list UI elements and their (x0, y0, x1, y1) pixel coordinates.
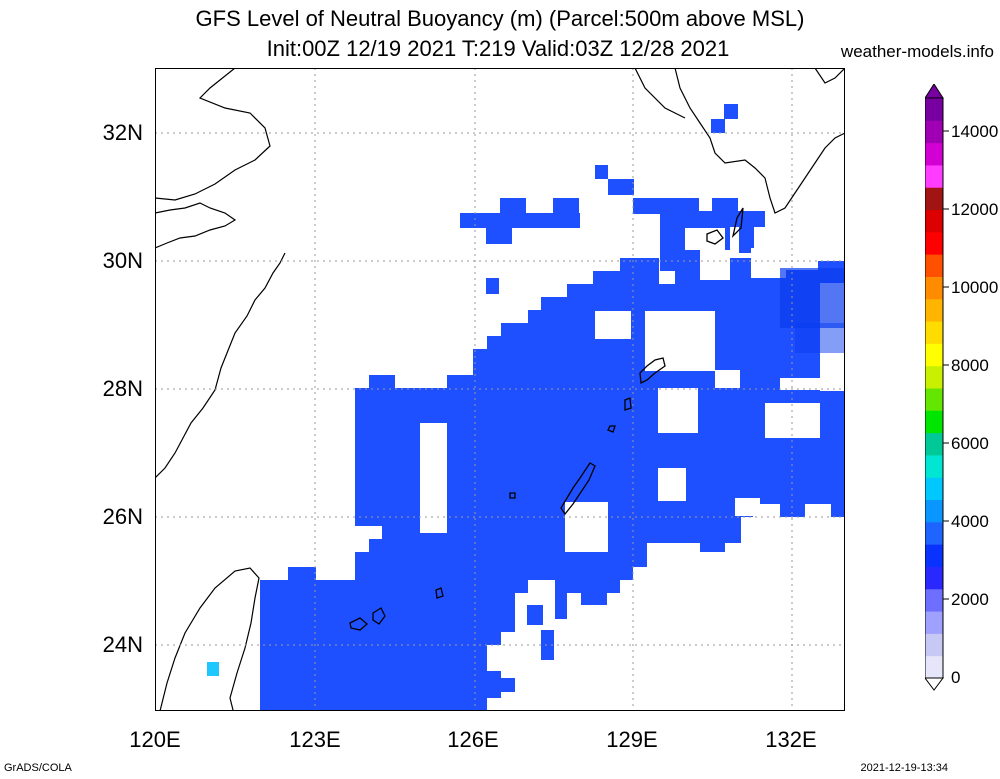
colorbar-swatch (925, 120, 943, 144)
coastlines (155, 68, 845, 711)
colorbar-swatch (925, 321, 943, 344)
lat-label-30n: 30N (102, 248, 143, 273)
colorbar-label-4000: 4000 (951, 512, 989, 531)
lat-label-32n: 32N (102, 120, 143, 145)
map-frame (155, 68, 845, 711)
colorbar-ticks (943, 130, 949, 600)
islands (349, 207, 744, 631)
colorbar-label-6000: 6000 (951, 434, 989, 453)
cyan-cell (207, 662, 219, 676)
colorbar-label-2000: 2000 (951, 590, 989, 609)
colorbar-label-14000: 14000 (951, 122, 999, 141)
footer-timestamp: 2021-12-19-13:34 (860, 762, 948, 774)
gridlines (155, 68, 845, 711)
colorbar-swatch (925, 499, 943, 523)
colorbar-swatch (925, 209, 943, 233)
colorbar-label-12000: 12000 (951, 200, 999, 219)
colorbar-label-10000: 10000 (951, 278, 999, 297)
lon-label-126e: 126E (447, 727, 499, 752)
colorbar-swatch (925, 410, 943, 434)
colorbar-label-0: 0 (951, 668, 961, 687)
colorbar-min-cap (925, 677, 944, 691)
lon-label-132e: 132E (765, 727, 817, 752)
colorbar-max-cap (925, 84, 944, 99)
colorbar-swatch (925, 544, 943, 567)
colorbar-swatch (925, 164, 943, 188)
colorbar-swatch (925, 187, 943, 211)
colorbar-swatch (925, 298, 943, 322)
chart-title: GFS Level of Neutral Buoyancy (m) (Parce… (195, 6, 805, 31)
colorbar-swatch (925, 566, 943, 590)
colorbar-swatch (925, 276, 943, 300)
lon-label-129e: 129E (606, 727, 658, 752)
colorbar-swatch (925, 477, 943, 501)
colorbar-swatch (925, 655, 943, 679)
colorbar-swatch (925, 254, 943, 277)
colorbar-swatch (925, 343, 943, 367)
colorbar-swatch (925, 98, 943, 121)
colorbar-swatch (925, 142, 943, 166)
lon-label-123e: 123E (289, 727, 341, 752)
site-label: weather-models.info (840, 42, 994, 61)
colorbar-swatch (925, 432, 943, 456)
lon-label-120e: 120E (129, 727, 181, 752)
footer-grads: GrADS/COLA (4, 762, 72, 774)
colorbar (925, 84, 949, 691)
colorbar-swatch (925, 388, 943, 411)
colorbar-swatch (925, 454, 943, 478)
colorbar-label-8000: 8000 (951, 356, 989, 375)
colorbar-swatch (925, 611, 943, 634)
no-data-gaps (420, 228, 845, 552)
lat-label-26n: 26N (102, 504, 143, 529)
colorbar-swatch (925, 521, 943, 545)
colorbar-swatch (925, 633, 943, 657)
colorbar-swatch (925, 365, 943, 389)
colorbar-swatch (925, 231, 943, 255)
lat-label-24n: 24N (102, 632, 143, 657)
colorbar-swatch (925, 588, 943, 612)
map-panel (155, 68, 845, 711)
buoyancy-highlights (780, 268, 845, 353)
lat-label-28n: 28N (102, 376, 143, 401)
chart-subtitle: Init:00Z 12/19 2021 T:219 Valid:03Z 12/2… (266, 36, 730, 61)
colorbar-boxes (925, 84, 944, 691)
